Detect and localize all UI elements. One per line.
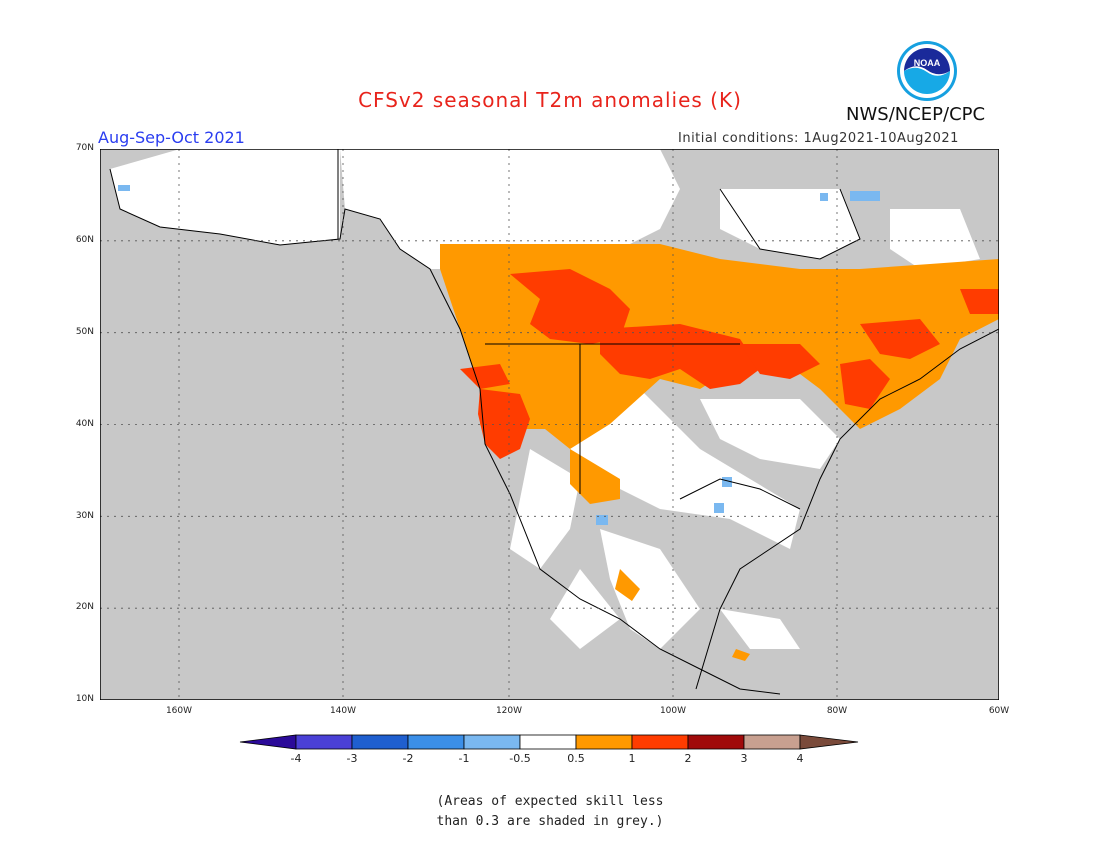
skill-note-line2: than 0.3 are shaded in grey.) [436,814,664,829]
temperature-anomaly-map [100,149,999,700]
cbar-label-neg4: -4 [290,752,302,765]
cbar-segment-8 [687,734,745,750]
coastlines [109,149,999,695]
cbar-segment-3 [407,734,465,750]
noaa-logo: NOAA [897,41,957,101]
lon-label-80w: 80W [826,706,848,716]
cbar-label-neg1: -1 [458,752,470,765]
lon-label-160w: 160W [165,706,193,716]
cbar-segment-1 [295,734,353,750]
cbar-segment-7 [631,734,689,750]
lat-label-30n: 30N [75,511,94,521]
anomaly-1-2-regions [460,269,999,459]
logo-text: NOAA [914,58,941,68]
lon-label-60w: 60W [988,706,1010,716]
cbar-label-neg3: -3 [346,752,358,765]
color-bar [239,734,859,750]
lat-label-20n: 20N [75,602,94,612]
skill-note-line1: (Areas of expected skill less [436,794,664,809]
cbar-segment-2 [351,734,409,750]
cbar-label-1: 1 [628,752,636,765]
cbar-arrow-right [799,734,859,750]
cbar-segment-4 [463,734,521,750]
anomaly-negative-spots [118,185,880,525]
season-label: Aug-Sep-Oct 2021 [98,128,245,147]
cbar-arrow-left [239,734,297,750]
lon-label-140w: 140W [329,706,357,716]
lat-label-70n: 70N [75,143,94,153]
skill-note: (Areas of expected skill less than 0.3 a… [0,792,1100,832]
lon-label-120w: 120W [495,706,523,716]
lat-label-40n: 40N [75,419,94,429]
graticule [100,149,999,700]
lat-label-50n: 50N [75,327,94,337]
cbar-label-0.5: 0.5 [567,752,585,765]
lat-label-10n: 10N [75,694,94,704]
cbar-segment-5 [519,734,577,750]
agency-label: NWS/NCEP/CPC [846,104,986,125]
initial-conditions-label: Initial conditions: 1Aug2021-10Aug2021 [678,131,959,146]
cbar-segment-6 [575,734,633,750]
map-title: CFSv2 seasonal T2m anomalies (K) [358,88,742,112]
cbar-label-2: 2 [684,752,692,765]
lat-label-60n: 60N [75,235,94,245]
lon-label-100w: 100W [659,706,687,716]
cbar-segment-9 [743,734,801,750]
cbar-label-neg2: -2 [402,752,414,765]
cbar-label-neg0.5: -0.5 [509,752,531,765]
cbar-label-3: 3 [740,752,748,765]
cbar-label-4: 4 [796,752,804,765]
